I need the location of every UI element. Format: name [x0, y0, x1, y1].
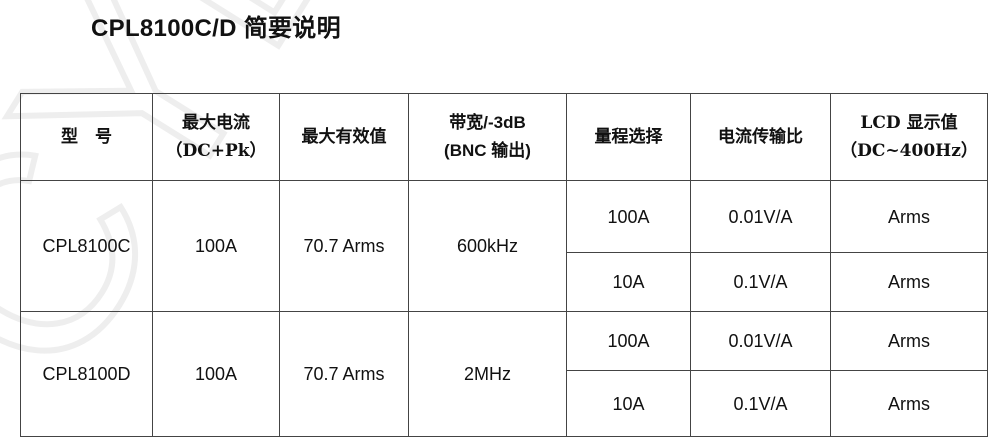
range-cell: 100A [566, 311, 691, 371]
display-cell: Arms [830, 252, 988, 312]
header-ratio: 电流传输比 [690, 93, 831, 181]
display-cell: Arms [830, 311, 988, 371]
table-row: CPL8100C 100A 70.7 Arms 600kHz 100A 0.01… [20, 180, 988, 312]
ratio-cell: 0.01V/A [690, 311, 831, 371]
range-cell: 10A [566, 252, 691, 312]
range-cell: 10A [566, 370, 691, 437]
model-cell: CPL8100C [20, 180, 153, 312]
range-cell: 100A [566, 180, 691, 253]
max-current-cell: 100A [152, 311, 280, 437]
max-rms-cell: 70.7 Arms [279, 311, 409, 437]
header-lcd: LCD 显示值 （DC~400Hz） [830, 93, 988, 181]
header-row: 型 号 最大电流 （DC+Pk） 最大有效值 带宽/-3dB (BNC 输出) 量程… [20, 93, 988, 181]
header-bandwidth: 带宽/-3dB (BNC 输出) [408, 93, 567, 181]
header-max-rms: 最大有效值 [279, 93, 409, 181]
display-cell: Arms [830, 180, 988, 253]
ratio-cell: 0.01V/A [690, 180, 831, 253]
max-current-cell: 100A [152, 180, 280, 312]
bandwidth-cell: 600kHz [408, 180, 567, 312]
table-row: 10A 0.1V/A Arms [21, 252, 988, 312]
table-row: 10A 0.1V/A Arms [21, 370, 988, 437]
page-title: CPL8100C/D 简要说明 [91, 15, 341, 42]
model-cell: CPL8100D [20, 311, 153, 437]
bandwidth-cell: 2MHz [408, 311, 567, 437]
table-row: CPL8100D 100A 70.7 Arms 2MHz 100A 0.01V/… [20, 311, 988, 437]
header-model: 型 号 [20, 93, 153, 181]
max-rms-cell: 70.7 Arms [279, 180, 409, 312]
header-max-current: 最大电流 （DC+Pk） [152, 93, 280, 181]
display-cell: Arms [830, 370, 988, 437]
ratio-cell: 0.1V/A [690, 370, 831, 437]
header-range: 量程选择 [566, 93, 691, 181]
ratio-cell: 0.1V/A [690, 252, 831, 312]
spec-table: 型 号 最大电流 （DC+Pk） 最大有效值 带宽/-3dB (BNC 输出) 量程… [20, 93, 988, 437]
